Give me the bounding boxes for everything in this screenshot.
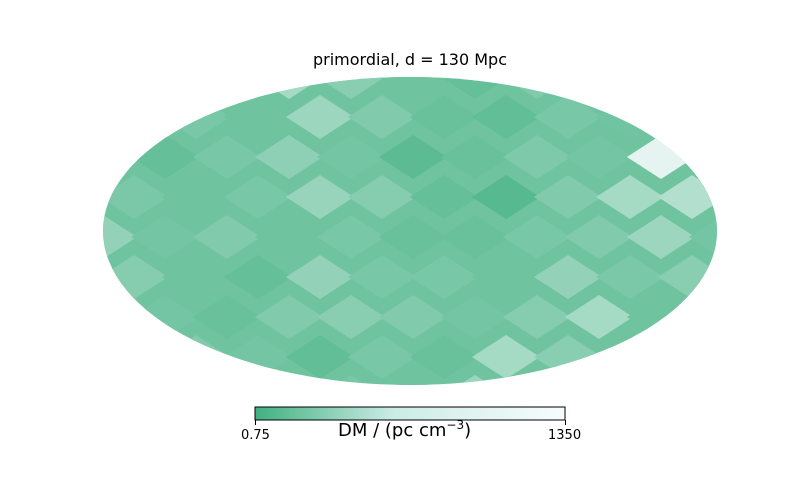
- map-cell: [409, 175, 479, 219]
- map-cell: [471, 335, 541, 379]
- map-cell: [564, 135, 634, 179]
- map-cell: [223, 175, 293, 219]
- map-cell: [223, 95, 293, 139]
- map-cell: [347, 255, 417, 299]
- map-cell: [254, 215, 324, 259]
- map-cell: [347, 175, 417, 219]
- colorbar-axis-label: DM / (pc cm−3): [338, 418, 471, 441]
- colorbar-max-label: 1350: [548, 428, 582, 443]
- colorbar-label-text: DM / (pc cm: [338, 420, 447, 441]
- map-cell: [316, 135, 386, 179]
- map-cell: [316, 215, 386, 259]
- map-cell: [409, 255, 479, 299]
- map-cell: [626, 215, 696, 259]
- colorbar-label-exponent: −3: [446, 418, 465, 432]
- map-cell: [440, 135, 510, 179]
- map-cell: [533, 95, 603, 139]
- map-cell: [161, 255, 231, 299]
- map-cell: [502, 295, 572, 339]
- map-cell: [192, 215, 262, 259]
- map-cell: [378, 215, 448, 259]
- map-cell: [502, 135, 572, 179]
- map-cell: [409, 335, 479, 379]
- map-cell: [254, 295, 324, 339]
- map-cell: [347, 95, 417, 139]
- map-cell: [254, 135, 324, 179]
- map-cell: [502, 215, 572, 259]
- map-cell: [285, 255, 355, 299]
- map-cell: [688, 215, 717, 259]
- map-cell: [471, 95, 541, 139]
- map-cell: [347, 335, 417, 379]
- map-cell: [409, 95, 479, 139]
- map-cell: [285, 175, 355, 219]
- map-cell: [161, 175, 231, 219]
- map-cell: [440, 215, 510, 259]
- map-cell: [192, 295, 262, 339]
- map-cell: [378, 77, 448, 99]
- map-cell: [192, 135, 262, 179]
- colorbar-gradient: [254, 406, 566, 421]
- map-cell: [564, 295, 634, 339]
- map-cell: [595, 175, 665, 219]
- map-cell: [316, 77, 386, 99]
- map-cell: [285, 95, 355, 139]
- map-cell: [440, 295, 510, 339]
- map-cell: [285, 335, 355, 379]
- map-cell: [471, 255, 541, 299]
- chart-title: primordial, d = 130 Mpc: [313, 50, 507, 69]
- map-cell: [378, 295, 448, 339]
- map-cell: [378, 135, 448, 179]
- map-cell: [533, 175, 603, 219]
- map-cell: [595, 255, 665, 299]
- map-cell: [533, 255, 603, 299]
- map-cell: [223, 255, 293, 299]
- map-cell: [440, 77, 510, 99]
- colorbar-min-label: 0.75: [241, 428, 270, 443]
- map-cell: [130, 215, 200, 259]
- map-cell: [103, 175, 169, 219]
- map-cell: [564, 215, 634, 259]
- map-cell: [316, 295, 386, 339]
- map-cell: [471, 175, 541, 219]
- colorbar-label-close: ): [464, 420, 472, 441]
